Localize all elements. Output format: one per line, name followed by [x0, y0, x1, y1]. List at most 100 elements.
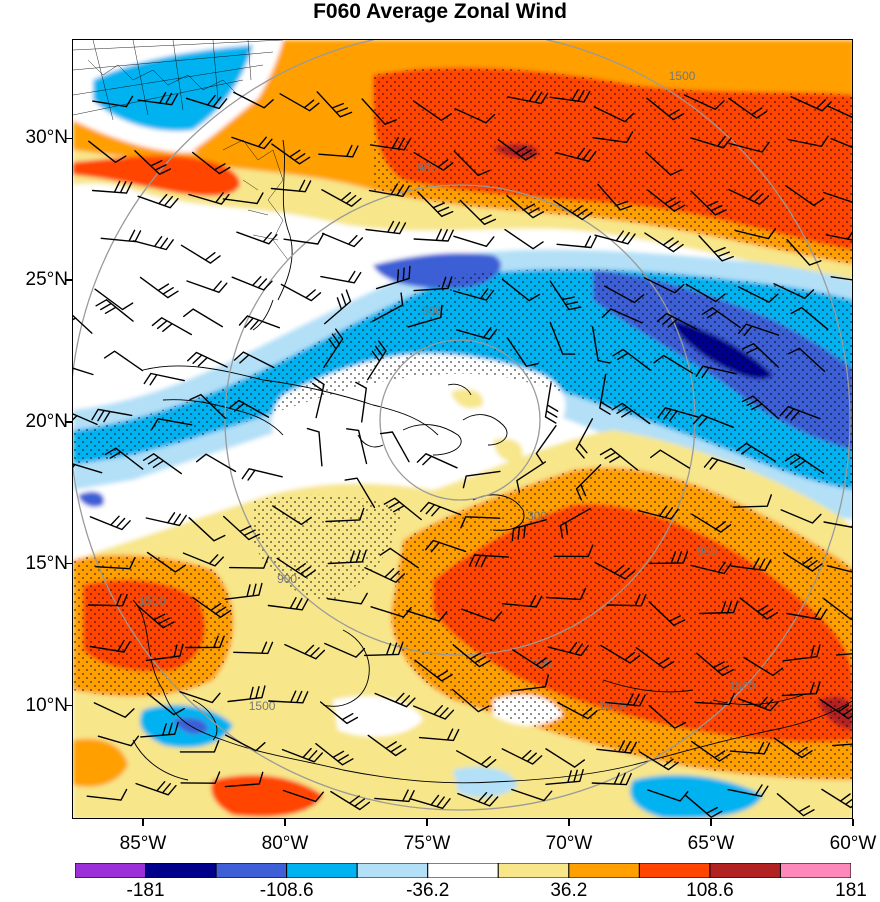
wind-barb — [361, 98, 397, 125]
wind-barb — [241, 468, 283, 481]
wind-barb — [179, 740, 220, 753]
wind-barb — [601, 308, 643, 324]
wind-barb — [315, 743, 354, 766]
colorbar-label: 36.2 — [550, 880, 588, 901]
wind-barb — [413, 152, 454, 171]
wind-barb — [92, 95, 134, 108]
wind-barb — [690, 190, 727, 216]
wind-barb — [739, 597, 778, 620]
wind-barb — [696, 652, 734, 677]
wind-barb — [143, 372, 185, 386]
wind-barb — [823, 598, 852, 621]
wind-barb — [225, 734, 266, 752]
wind-barb — [544, 382, 559, 424]
wind-barb — [779, 406, 821, 421]
wind-barb — [597, 183, 633, 211]
lat-tick-mark — [65, 279, 72, 281]
wind-barb — [545, 748, 585, 768]
wind-barb — [501, 594, 543, 608]
wind-barb — [694, 692, 735, 706]
wind-barb — [510, 674, 549, 692]
range-rings — [73, 40, 851, 811]
wind-barb — [306, 427, 323, 467]
wind-barb — [372, 292, 404, 322]
wind-barb — [374, 692, 416, 708]
wind-barb — [383, 497, 422, 521]
wind-barb — [375, 265, 411, 290]
wind-barb — [591, 326, 611, 364]
wind-barb — [698, 235, 734, 262]
wind-barb — [229, 556, 269, 569]
colorbar-swatch — [75, 863, 147, 878]
wind-barb — [185, 635, 225, 649]
wind-barbs — [73, 89, 852, 818]
wind-barb — [734, 228, 776, 240]
wind-barb — [555, 147, 597, 162]
wind-barb — [312, 377, 325, 419]
colorbar-label: -181 — [126, 880, 165, 901]
wind-barb — [233, 91, 274, 109]
wind-barb — [145, 512, 187, 527]
wind-barb — [379, 431, 410, 463]
wind-barb — [549, 321, 576, 355]
wind-barb — [451, 688, 490, 713]
wind-barb — [821, 788, 852, 809]
wind-barb — [224, 582, 263, 600]
wind-barb — [413, 228, 454, 242]
lat-tick-mark — [65, 562, 72, 565]
wind-barb — [737, 286, 779, 303]
wind-barb — [346, 428, 368, 465]
lat-tick-label: 30°N — [25, 127, 68, 149]
wind-barb — [575, 418, 593, 459]
wind-barb — [646, 97, 685, 121]
wind-barb — [459, 199, 497, 225]
wind-barb — [414, 659, 453, 682]
wind-barb — [452, 288, 495, 301]
wind-barb — [684, 794, 723, 818]
wind-barb — [787, 135, 829, 147]
lon-tick-label: 85°W — [119, 833, 167, 854]
wind-barb — [462, 470, 501, 489]
wind-barb — [283, 232, 325, 245]
wind-barb — [87, 593, 128, 607]
wind-barb — [547, 642, 589, 657]
wind-barb — [325, 507, 365, 523]
wind-barb — [553, 544, 594, 558]
wind-barb — [592, 131, 634, 143]
wind-barb — [790, 96, 832, 112]
wind-barb — [187, 351, 228, 368]
lon-tick-mark — [426, 819, 428, 826]
wind-barb — [320, 270, 362, 284]
lon-tick-mark — [710, 819, 712, 826]
wind-barb — [134, 150, 172, 175]
wind-barb — [233, 641, 274, 655]
wind-barb — [549, 280, 582, 311]
wind-barb — [786, 607, 828, 621]
wind-barb — [330, 790, 371, 811]
wind-barb — [73, 413, 98, 426]
wind-barb — [599, 373, 612, 415]
wind-barb — [227, 685, 266, 703]
wind-barb — [425, 539, 467, 553]
wind-barb — [783, 552, 823, 572]
wind-barb — [103, 350, 144, 372]
wind-barb — [506, 337, 539, 367]
wind-barb — [698, 600, 739, 615]
wind-barb — [94, 288, 134, 311]
wind-barb — [559, 508, 591, 539]
wind-barb — [516, 461, 546, 493]
wind-barb — [648, 704, 687, 729]
wind-barb — [86, 788, 128, 801]
wind-barb — [271, 143, 311, 165]
wind-barb — [276, 557, 316, 578]
wind-barb — [324, 289, 352, 325]
wind-barb — [132, 236, 174, 251]
wind-barb — [327, 549, 367, 565]
wind-barb — [730, 557, 772, 572]
wind-barb — [825, 231, 852, 241]
wind-barb — [412, 100, 453, 121]
colorbar-label: 181 — [835, 880, 867, 901]
wind-barb — [282, 789, 324, 803]
wind-barb — [650, 449, 690, 469]
wind-barb — [416, 453, 458, 469]
